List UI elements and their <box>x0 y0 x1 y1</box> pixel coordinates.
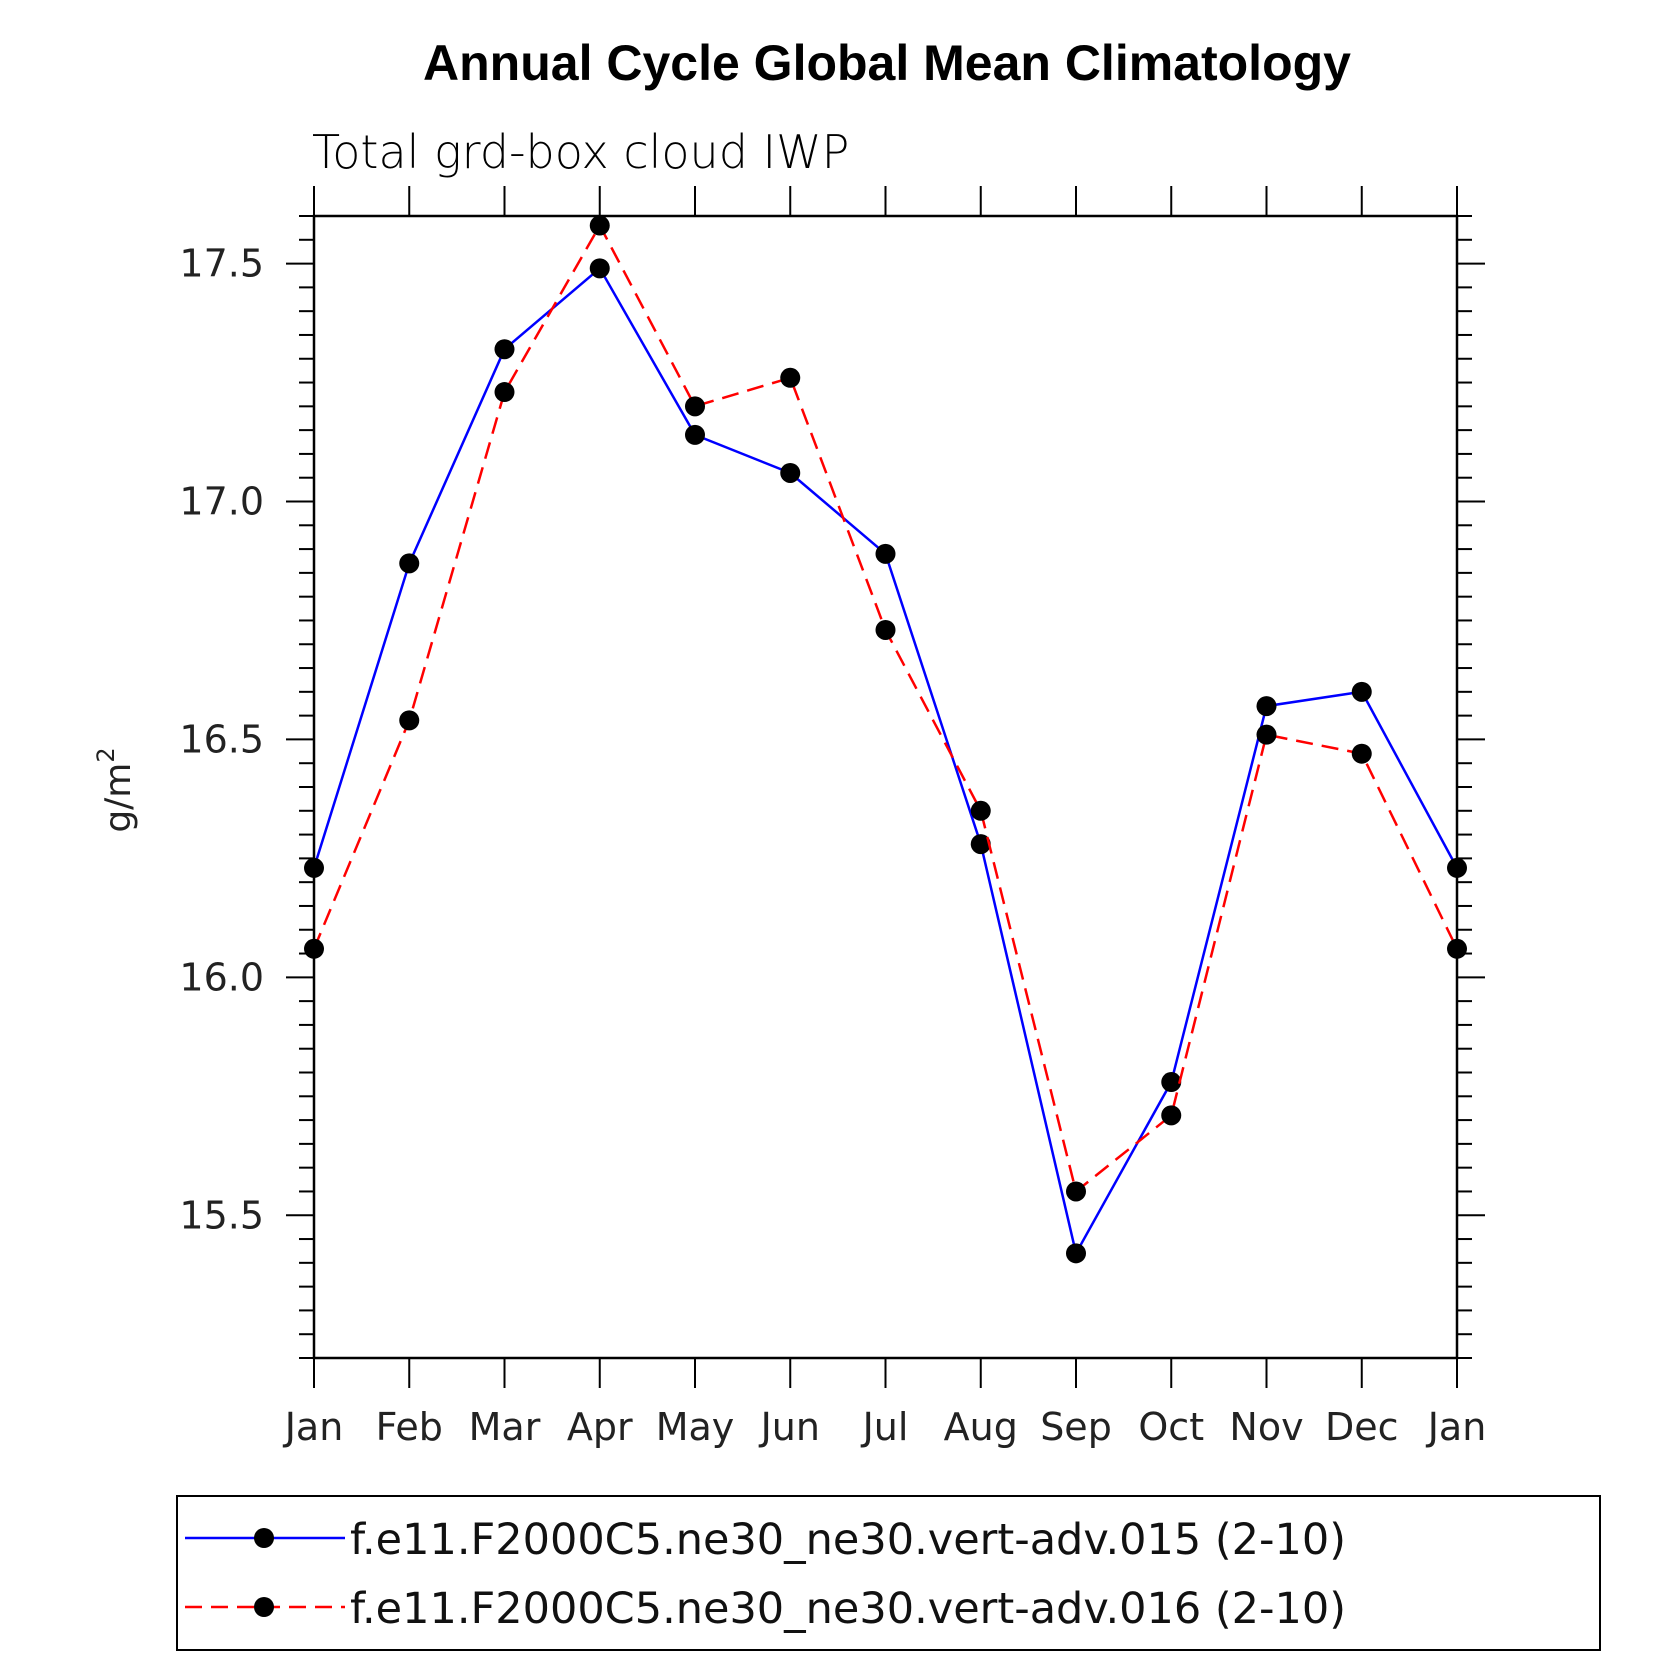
x-tick-label: Jan <box>1426 1405 1487 1449</box>
series-layer <box>304 215 1467 1264</box>
series-2-point <box>399 710 420 731</box>
x-tick-label: Oct <box>1138 1405 1204 1449</box>
series-2-point <box>1161 1105 1182 1126</box>
y-tick-label: 16.0 <box>179 955 264 999</box>
series-2 <box>304 215 1467 1202</box>
series-2-point <box>685 396 705 417</box>
series-2-point <box>304 938 324 959</box>
x-tick-label: Mar <box>469 1405 541 1449</box>
series-2-point <box>1447 938 1467 959</box>
x-tick-label: Sep <box>1040 1405 1112 1449</box>
series-2-point <box>1351 743 1372 764</box>
series-2-point <box>780 367 801 388</box>
series-1-line <box>312 266 1459 1257</box>
legend-marker-1 <box>254 1528 274 1548</box>
y-tick-label: 15.5 <box>179 1193 264 1237</box>
legend-label-1: f.e11.F2000C5.ne30_ne30.vert-adv.015 (2-… <box>350 1515 1346 1565</box>
x-tick-label: Jul <box>861 1405 909 1449</box>
y-tick-label: 17.5 <box>179 242 264 286</box>
series-1-point <box>1351 681 1372 702</box>
y-axis-label: g/m2 <box>92 747 139 832</box>
series-1-point <box>494 339 515 360</box>
series-1-point <box>875 543 896 564</box>
series-2-point <box>1256 724 1277 745</box>
y-axis-label-unit: g/m <box>98 763 139 833</box>
series-1-point <box>589 258 610 279</box>
series-1-point <box>1447 857 1467 878</box>
series-2-point <box>494 382 515 403</box>
x-tick-label: Dec <box>1325 1405 1399 1449</box>
series-1-point <box>304 857 324 878</box>
y-axis-label-exponent: 2 <box>92 747 120 762</box>
legend-label-2: f.e11.F2000C5.ne30_ne30.vert-adv.016 (2-… <box>350 1584 1346 1634</box>
series-1-point <box>399 553 420 574</box>
x-tick-label: Feb <box>376 1405 443 1449</box>
series-1-point <box>970 834 991 855</box>
x-tick-label: Jun <box>759 1405 820 1449</box>
series-2-point <box>1066 1181 1086 1202</box>
y-tick-label: 16.5 <box>179 717 264 761</box>
x-tick-label: Aug <box>944 1405 1018 1449</box>
series-2-point <box>589 215 610 236</box>
plot-frame <box>312 214 1459 1360</box>
series-2-line <box>312 222 1459 1194</box>
x-tick-label: May <box>656 1405 735 1449</box>
series-1-point <box>685 424 705 445</box>
series-1-point <box>1066 1243 1086 1264</box>
axes: 15.5 16.0 16.5 17.0 17.5 Jan Feb Mar Apr May Jun Ju… <box>179 186 1486 1449</box>
x-tick-label: Jan <box>283 1405 344 1449</box>
legend-marker-2 <box>254 1597 274 1617</box>
x-tick-label: Apr <box>567 1405 633 1449</box>
chart-title: Annual Cycle Global Mean Climatology <box>423 35 1351 91</box>
series-1-point <box>1161 1072 1182 1093</box>
series-2-point <box>875 619 896 640</box>
chart-subtitle: Total grd-box cloud IWP <box>312 125 849 179</box>
series-1-point <box>780 462 801 483</box>
series-1-point <box>1256 696 1277 717</box>
series-2-point <box>970 800 991 821</box>
legend-box <box>176 1495 1601 1651</box>
y-tick-label: 17.0 <box>179 480 264 524</box>
series-1 <box>304 258 1467 1264</box>
legend: f.e11.F2000C5.ne30_ne30.vert-adv.015 (2-… <box>176 1495 1601 1651</box>
x-tick-label: Nov <box>1229 1405 1303 1449</box>
